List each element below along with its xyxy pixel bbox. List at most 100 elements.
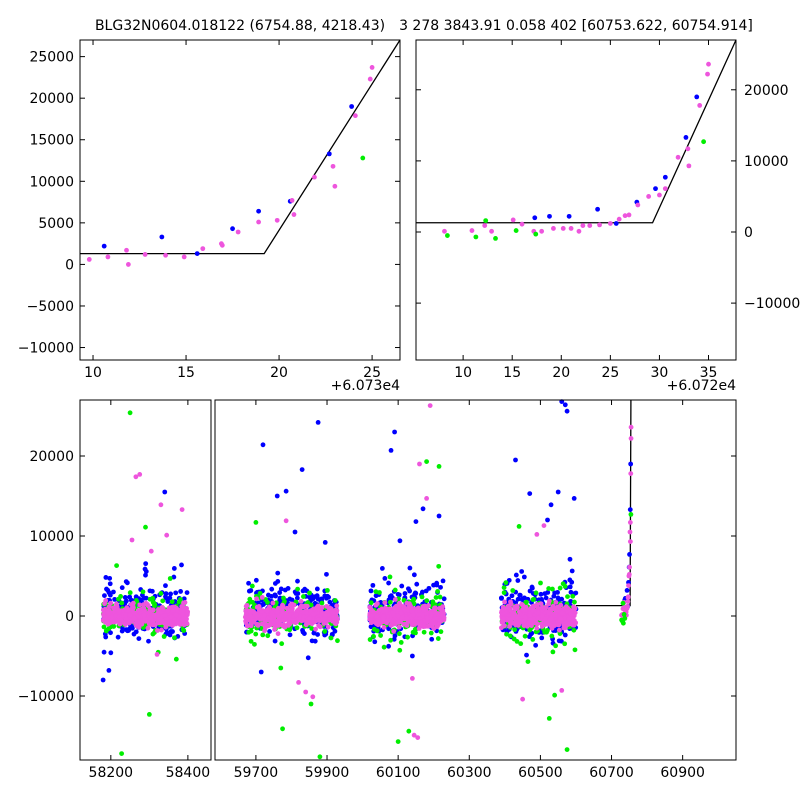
data-point bbox=[628, 424, 634, 430]
model-line bbox=[575, 399, 632, 607]
data-point bbox=[483, 218, 489, 224]
data-point bbox=[307, 590, 312, 596]
data-point bbox=[568, 226, 574, 231]
data-point bbox=[262, 628, 268, 634]
data-point bbox=[281, 595, 286, 601]
data-point bbox=[555, 489, 561, 495]
panel-bottom: 58200 58400 59700 59900 60100 60300 60500 60700… bbox=[18, 399, 737, 781]
data-point bbox=[253, 577, 259, 583]
data-point bbox=[111, 589, 116, 595]
data-point bbox=[386, 626, 392, 632]
data-point bbox=[373, 602, 379, 608]
data-point bbox=[413, 519, 419, 524]
data-point bbox=[535, 615, 541, 621]
data-point bbox=[625, 594, 631, 600]
data-point bbox=[552, 613, 558, 618]
data-point bbox=[308, 701, 314, 707]
data-point bbox=[181, 254, 187, 260]
x-tick-label: 20 bbox=[552, 365, 570, 381]
data-point bbox=[133, 474, 139, 480]
data-point bbox=[404, 600, 410, 606]
data-point bbox=[383, 608, 389, 614]
data-point bbox=[515, 622, 521, 628]
data-point bbox=[627, 539, 633, 544]
data-point bbox=[536, 606, 542, 611]
data-point bbox=[429, 611, 434, 617]
data-point bbox=[105, 254, 111, 260]
data-point bbox=[519, 601, 525, 607]
data-point bbox=[597, 222, 602, 228]
data-point bbox=[147, 606, 153, 612]
data-point bbox=[119, 751, 125, 756]
data-point bbox=[510, 217, 516, 223]
data-point bbox=[628, 512, 634, 517]
data-point bbox=[685, 146, 691, 152]
data-point bbox=[546, 598, 552, 604]
data-point bbox=[558, 616, 564, 622]
data-point bbox=[247, 609, 253, 615]
data-point bbox=[131, 615, 137, 621]
data-point bbox=[158, 591, 164, 596]
data-point bbox=[119, 628, 125, 634]
data-point bbox=[277, 590, 283, 596]
data-point bbox=[182, 600, 188, 605]
data-point bbox=[283, 617, 288, 623]
data-point bbox=[137, 472, 143, 477]
data-point bbox=[171, 574, 177, 580]
data-point bbox=[117, 621, 123, 627]
data-point bbox=[398, 610, 404, 616]
x-tick-label: 60500 bbox=[518, 765, 563, 781]
data-point bbox=[235, 229, 241, 235]
data-point bbox=[424, 611, 429, 617]
data-point bbox=[287, 617, 293, 623]
y-tick-label: 0 bbox=[65, 257, 74, 273]
data-point bbox=[437, 616, 443, 622]
data-point bbox=[142, 252, 148, 257]
data-point bbox=[384, 618, 390, 624]
data-point bbox=[149, 588, 155, 594]
data-point bbox=[566, 616, 572, 622]
data-point bbox=[507, 633, 513, 639]
data-point bbox=[304, 610, 309, 616]
data-point bbox=[260, 442, 266, 448]
data-point bbox=[267, 622, 273, 628]
data-point bbox=[402, 591, 408, 596]
data-point bbox=[325, 587, 330, 593]
data-point bbox=[565, 594, 570, 599]
data-point bbox=[114, 601, 119, 607]
y-tick-label: 0 bbox=[744, 225, 753, 241]
data-point bbox=[620, 620, 626, 626]
data-point bbox=[628, 471, 634, 476]
data-point bbox=[569, 568, 575, 574]
data-point bbox=[571, 618, 577, 623]
plot-frame bbox=[214, 399, 737, 761]
data-point bbox=[532, 603, 538, 609]
data-point bbox=[416, 612, 422, 617]
data-point bbox=[534, 625, 540, 631]
data-point bbox=[399, 583, 405, 589]
data-point bbox=[482, 223, 488, 229]
data-point bbox=[657, 192, 662, 198]
data-point bbox=[411, 572, 417, 578]
data-point bbox=[276, 605, 281, 611]
data-point bbox=[628, 461, 634, 467]
data-point bbox=[573, 590, 579, 596]
data-point bbox=[562, 632, 568, 638]
data-point bbox=[499, 595, 504, 601]
data-point bbox=[520, 696, 526, 702]
data-point bbox=[169, 605, 175, 610]
data-point bbox=[521, 595, 527, 601]
data-point bbox=[300, 617, 306, 623]
data-point bbox=[292, 529, 298, 535]
data-point bbox=[551, 623, 557, 629]
data-point bbox=[310, 611, 316, 617]
x-tick-label: 60700 bbox=[589, 765, 634, 781]
data-point bbox=[620, 600, 626, 606]
data-point bbox=[334, 603, 340, 609]
data-point bbox=[406, 728, 412, 734]
data-point bbox=[322, 540, 328, 545]
data-point bbox=[416, 626, 422, 631]
data-point bbox=[436, 563, 442, 569]
data-point bbox=[293, 612, 299, 618]
